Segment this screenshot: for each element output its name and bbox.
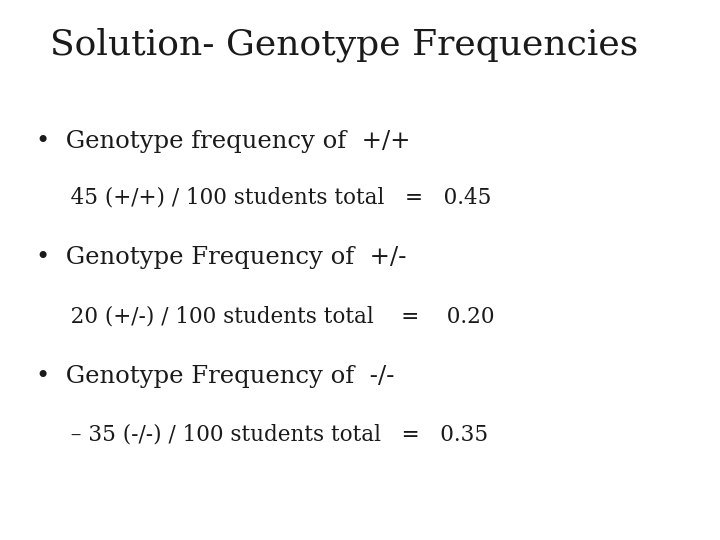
Text: 45 (+/+) / 100 students total   =   0.45: 45 (+/+) / 100 students total = 0.45: [50, 186, 492, 208]
Text: Solution- Genotype Frequencies: Solution- Genotype Frequencies: [50, 27, 639, 62]
Text: •  Genotype Frequency of  -/-: • Genotype Frequency of -/-: [36, 364, 395, 388]
Text: •  Genotype Frequency of  +/-: • Genotype Frequency of +/-: [36, 246, 407, 269]
Text: •  Genotype frequency of  +/+: • Genotype frequency of +/+: [36, 130, 410, 153]
Text: – 35 (-/-) / 100 students total   =   0.35: – 35 (-/-) / 100 students total = 0.35: [50, 424, 489, 446]
Text: 20 (+/-) / 100 students total    =    0.20: 20 (+/-) / 100 students total = 0.20: [50, 305, 495, 327]
